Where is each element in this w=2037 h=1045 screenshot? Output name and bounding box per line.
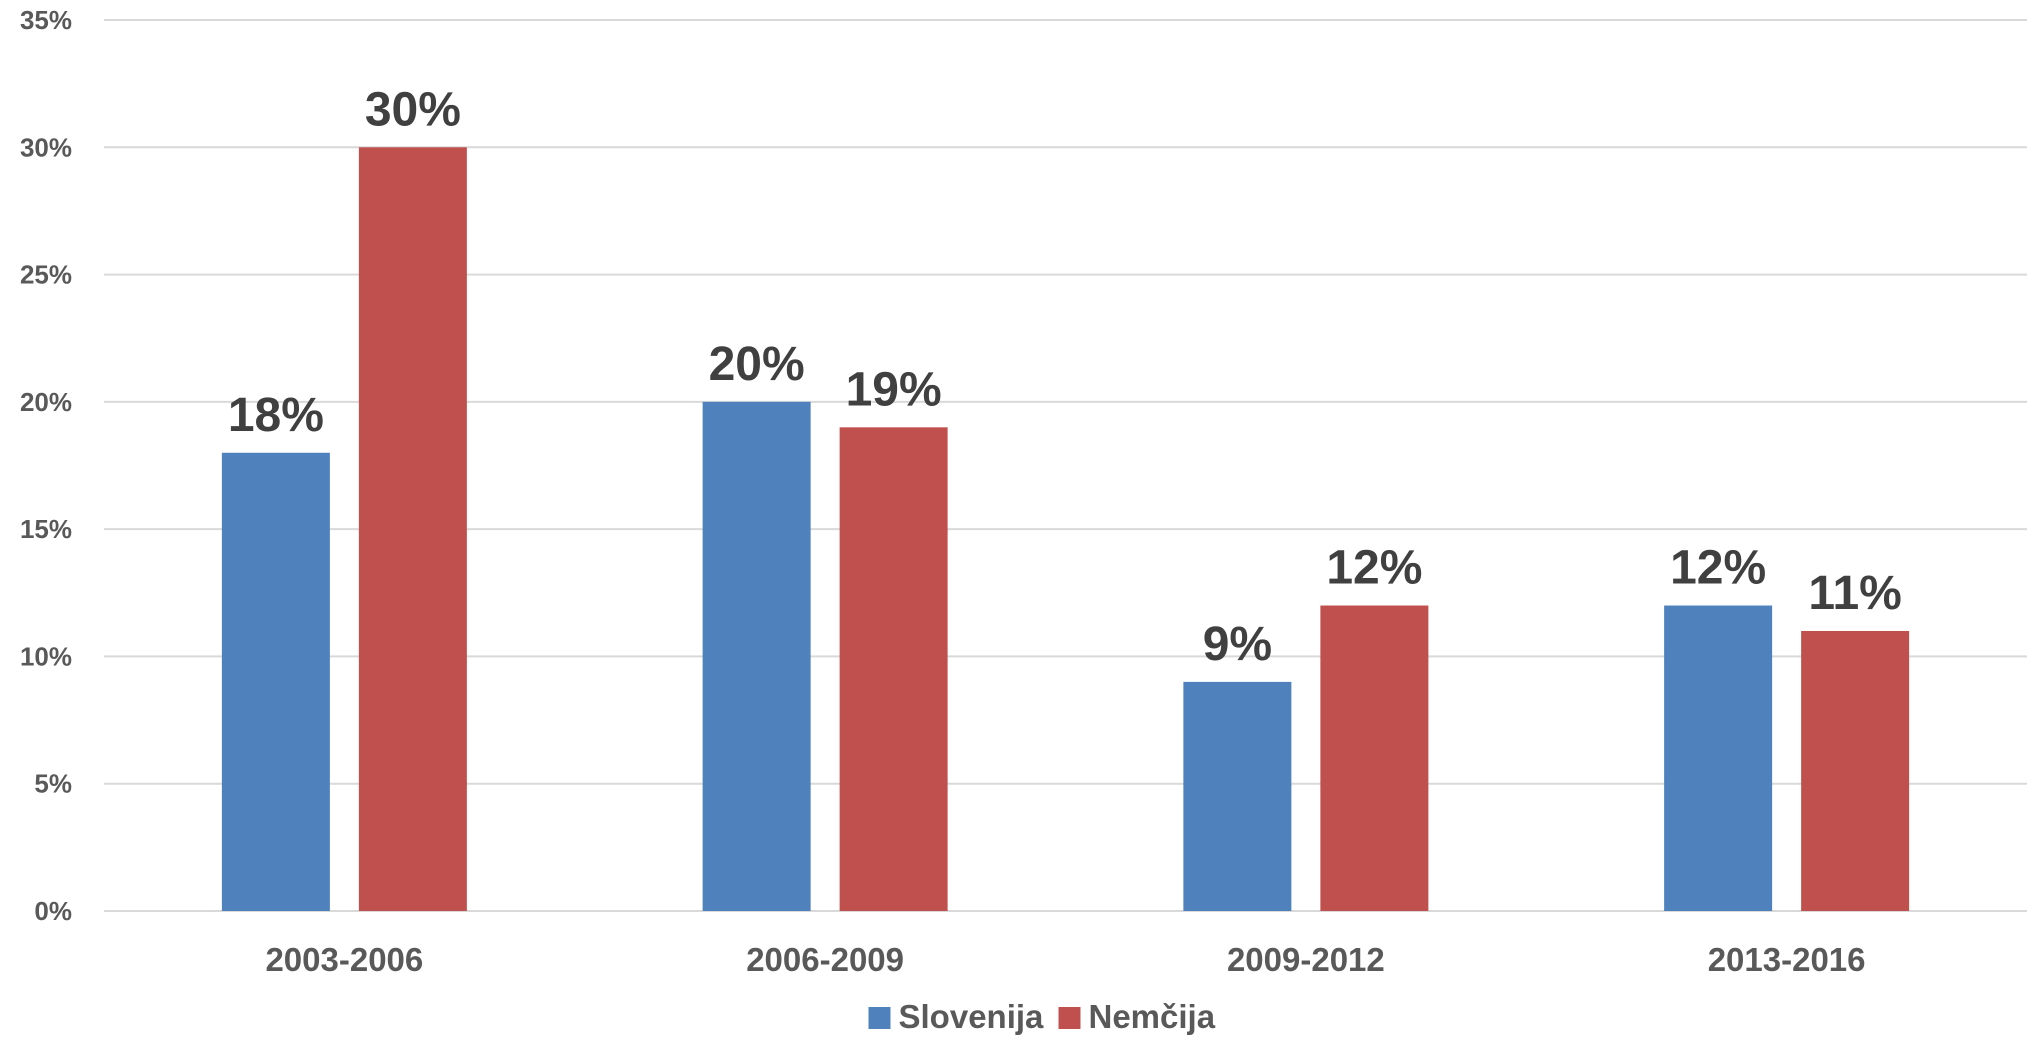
y-tick-label: 15% — [20, 514, 72, 544]
data-label: 12% — [1326, 542, 1422, 595]
y-tick-label: 30% — [20, 132, 72, 162]
data-label: 20% — [709, 338, 805, 391]
y-tick-label: 5% — [34, 769, 72, 799]
legend: Slovenija Nemčija — [868, 998, 1216, 1035]
y-axis-tick-labels: 0% 5% 10% 15% 20% 25% 30% 35% — [20, 5, 72, 926]
bar-slovenija-2009-2012 — [1183, 681, 1292, 911]
bar-slovenija-2006-2009 — [702, 401, 811, 911]
data-label: 18% — [228, 389, 324, 442]
legend-label: Nemčija — [1089, 998, 1216, 1035]
bar-slovenija-2013-2016 — [1664, 605, 1773, 911]
legend-label: Slovenija — [899, 998, 1045, 1035]
bar-nem-ija-2009-2012 — [1320, 605, 1429, 911]
legend-swatch — [868, 1007, 891, 1029]
bars — [221, 147, 1910, 912]
x-category-label: 2006-2009 — [746, 941, 904, 978]
legend-item-slovenija: Slovenija — [868, 998, 1045, 1035]
bar-nem-ija-2013-2016 — [1801, 630, 1910, 911]
data-labels: 18% 30% 20% 19% 9% 12% 12% 11% — [228, 83, 1902, 671]
x-axis-category-labels: 2003-2006 2006-2009 2009-2012 2013-2016 — [265, 941, 1865, 978]
x-category-label: 2003-2006 — [265, 941, 423, 978]
y-tick-label: 25% — [20, 260, 72, 290]
legend-item-nem-ija: Nemčija — [1058, 998, 1216, 1035]
bar-nem-ija-2006-2009 — [839, 427, 948, 911]
y-tick-label: 10% — [20, 641, 72, 671]
y-tick-label: 20% — [20, 387, 72, 417]
y-tick-label: 35% — [20, 5, 72, 35]
bar-nem-ija-2003-2006 — [358, 147, 467, 912]
data-label: 19% — [846, 363, 942, 416]
data-label: 30% — [365, 83, 461, 136]
legend-swatch — [1058, 1007, 1081, 1029]
x-category-label: 2013-2016 — [1708, 941, 1866, 978]
data-label: 12% — [1670, 542, 1766, 595]
data-label: 9% — [1203, 618, 1272, 671]
y-tick-label: 0% — [34, 896, 72, 926]
bar-slovenija-2003-2006 — [221, 452, 330, 911]
data-label: 11% — [1808, 567, 1901, 620]
x-category-label: 2009-2012 — [1227, 941, 1385, 978]
